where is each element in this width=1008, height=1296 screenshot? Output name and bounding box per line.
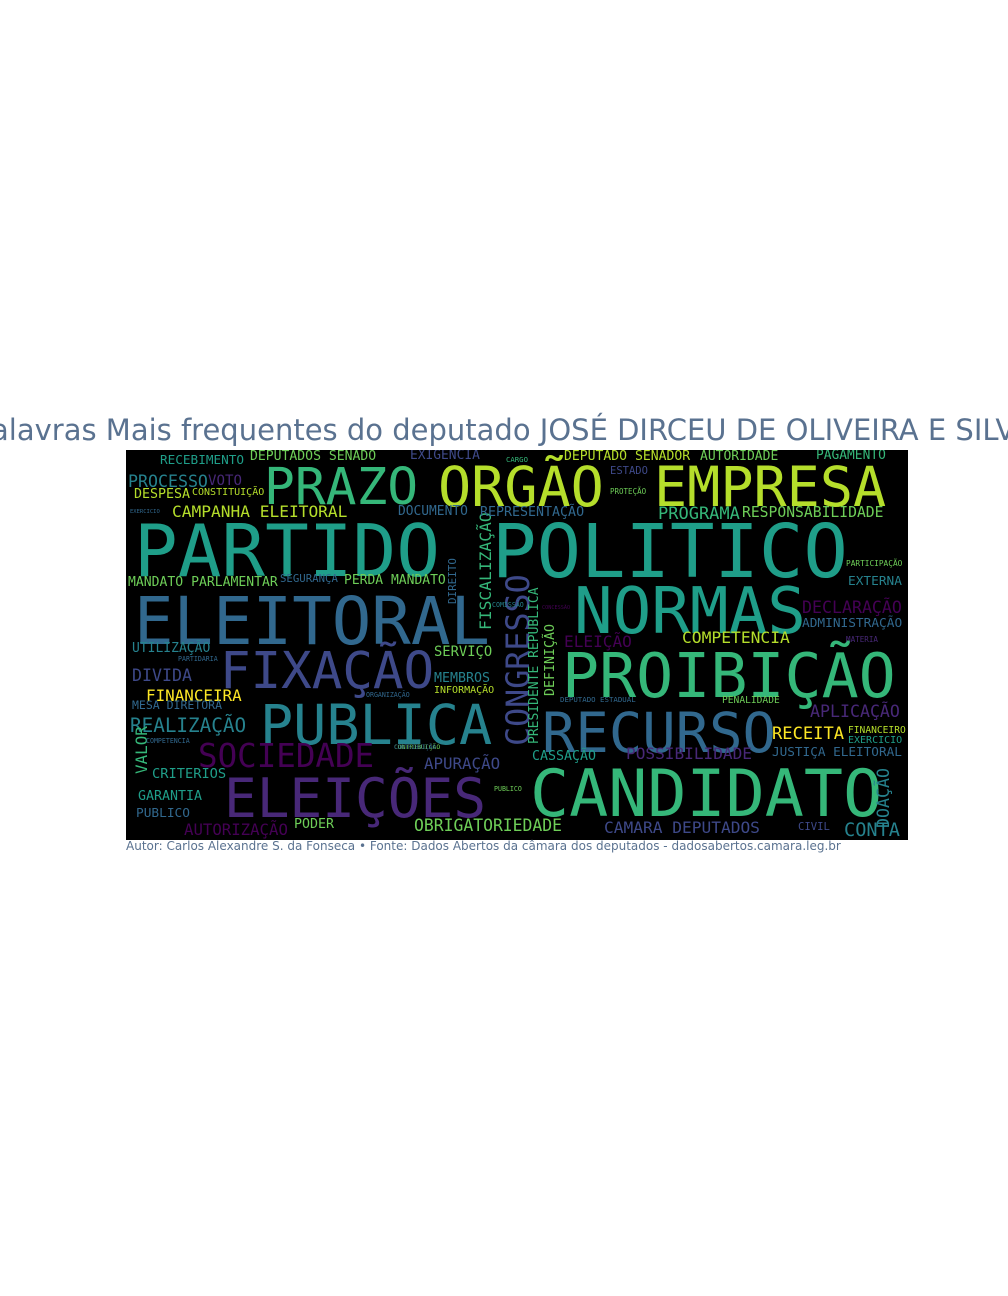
word-51: UTILIZAÇÃO [132,641,211,656]
word-61: GARANTIA [138,789,203,804]
word-5: NORMAS [574,574,806,649]
word-45: PROGRAMA [658,504,740,524]
title-area: Palavras Mais frequentes do deputado JOS… [0,408,1008,452]
word-52: VOTO [208,473,242,489]
word-19: DIVIDA [132,666,192,685]
word-20: FISCALIZAÇÃO [476,512,495,630]
word-63: PODER [294,817,335,832]
word-4: CANDIDATO [530,757,883,832]
chart-title: Palavras Mais frequentes do deputado JOS… [0,413,1008,447]
word-13: PRAZO [264,457,419,517]
word-21: DECLARAÇÃO [802,598,902,617]
word-64: VALOR [132,726,151,774]
word-84: FINANCEIRO [848,725,906,736]
word-56: MEMBROS [434,671,491,686]
word-24: CAMARA DEPUTADOS [604,818,760,837]
word-34: PRESIDENTE REPUBLICA [527,587,542,744]
word-8: PUBLICA [260,693,493,757]
word-48: DOCUMENTO [398,504,468,519]
word-74: COMISSÃO [492,601,524,609]
word-83: CONTRIBUIÇÃO [394,745,436,751]
word-28: POSSIBILIDADE [626,744,752,763]
word-42: EXIGENCIA [410,450,480,463]
word-85: EXERCICIO [848,735,903,746]
word-12: ORGÃO [438,455,604,519]
word-31: RECEITA [772,724,845,744]
word-32: JUSTIÇA ELEITORAL [772,744,902,759]
word-6: PROIBIÇÃO [562,640,896,712]
word-69: SEGURANÇA [280,572,338,585]
word-18: REALIZAÇÃO [130,714,247,737]
word-29: CONTA [844,820,900,840]
word-3: ELEITORAL [134,584,490,660]
word-49: MANDATO PARLAMENTAR [128,575,278,590]
word-27: COMPETENCIA [682,628,790,647]
word-38: ADMINISTRAÇÃO [802,616,903,631]
word-57: INFORMAÇÃO [434,685,495,696]
word-46: RESPONSABILIDADE [742,504,884,521]
word-11: EMPRESA [654,455,887,519]
word-cloud: PARTIDO POLITICO ELEITORAL CANDIDATO NORMAS P… [126,450,908,840]
word-55: SERVIÇO [434,644,493,660]
word-79: CONCESSÃO [542,605,571,611]
word-78: EXERCICIO [130,509,160,515]
word-15: SOCIEDADE [198,737,375,775]
word-7: ELEIÇÕES [224,767,486,830]
word-70: CONTRIBUIÇÃO [394,743,441,751]
word-35: ELEIÇÃO [564,632,632,651]
word-62: PUBLICO [136,806,190,821]
word-80: ORGANIZAÇÃO [366,691,410,699]
word-50: PERDA MANDATO [344,573,446,588]
word-76: MATERIA [846,635,879,644]
word-9: FIXAÇÃO [220,641,435,700]
word-22: APLICAÇÃO [810,702,900,721]
word-36: CRITERIOS [152,766,227,782]
word-71: PROTEÇÃO [610,487,647,496]
word-65: CIVIL [798,821,830,833]
word-72: ESTADO [610,465,648,477]
word-44: AUTORIDADE [700,450,779,464]
word-30: FINANCEIRA [146,686,242,705]
word-43: DEPUTADO SENADOR [564,450,691,464]
word-16: CAMPANHA ELEITORAL [172,502,348,521]
word-73: CARGO [506,455,528,464]
word-59: CASSAÇÃO [532,749,597,764]
word-39: RECEBIMENTO [160,452,245,467]
word-17: PROCESSO [128,472,208,491]
word-54: CONSTITUIÇÃO [192,487,265,498]
word-82: COMPETENCIA [146,737,190,745]
word-40: PAGAMENTO [816,450,886,463]
word-77: PUBLICO [494,785,522,793]
word-37: EXTERNA [848,574,902,589]
word-1: PARTIDO [134,510,440,594]
word-67: DEPUTADO ESTADUAL [560,695,636,704]
chart-caption: Autor: Carlos Alexandre S. da Fonseca • … [126,839,841,853]
word-75: PARTICIPAÇÃO [846,559,903,568]
word-33: DEFINIÇÃO [543,623,558,696]
word-47: REPRESENTAÇÃO [480,505,585,520]
word-10: RECURSO [542,701,776,766]
word-23: OBRIGATORIEDADE [414,816,563,835]
word-81: PARTIDARIA [178,655,218,663]
word-41: DEPUTADOS SENADO [250,450,377,464]
word-60: PENALIDADE [722,695,780,706]
word-58: DIREITO [446,558,459,604]
word-2: POLITICO [492,509,848,595]
word-53: DESPESA [134,487,191,502]
word-68: MESA DIRETORA [132,698,223,712]
word-25: APURAÇÃO [424,754,501,773]
word-66: DOAÇÃO [874,768,893,828]
word-26: AUTORIZAÇÃO [184,820,288,839]
